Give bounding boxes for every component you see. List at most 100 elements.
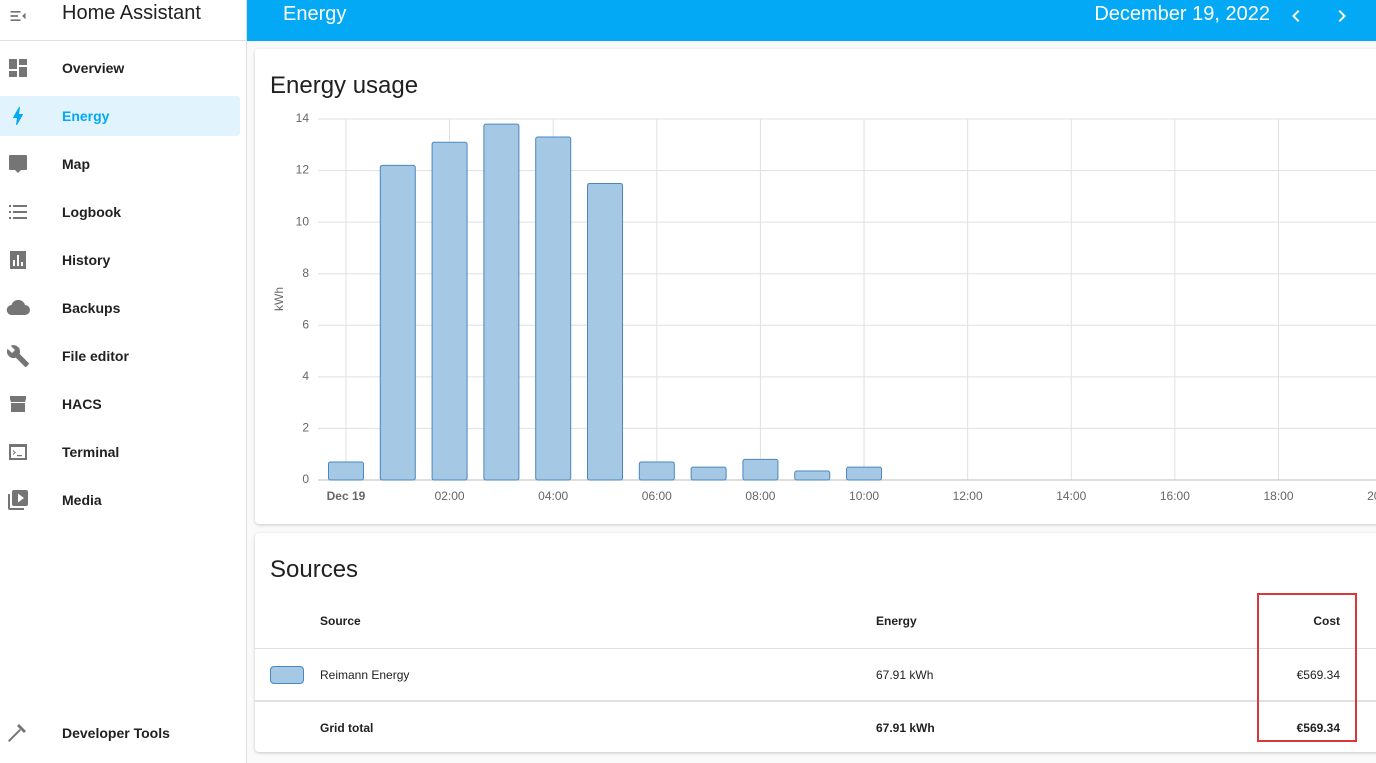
menu-item[interactable]: HACS: [0, 384, 240, 424]
y-tick-label: 10: [296, 214, 310, 228]
column-header: Cost: [1313, 614, 1340, 628]
total-cell: €569.34: [1296, 721, 1340, 735]
bar: [846, 466, 883, 481]
total-cell: Grid total: [320, 721, 374, 735]
x-tick-label: Dec 19: [327, 489, 366, 503]
highlight-box: [1257, 593, 1357, 742]
menu-item[interactable]: Developer Tools: [0, 713, 240, 753]
y-tick-label: 0: [302, 472, 309, 486]
menu-button[interactable]: [8, 6, 28, 26]
row-divider: [255, 700, 1376, 702]
icon: [8, 490, 28, 510]
column-header: Energy: [876, 614, 917, 628]
y-tick-label: 12: [296, 163, 310, 177]
y-axis-label: kWh: [272, 287, 286, 311]
icon: [6, 299, 30, 316]
menu-label: Terminal: [62, 444, 120, 460]
page-title: Energy: [283, 3, 347, 25]
bar: [431, 141, 468, 481]
card-title: Energy usage: [270, 72, 419, 99]
menu-item[interactable]: Media: [0, 480, 240, 520]
menu-item[interactable]: Terminal: [0, 432, 240, 472]
column-header: Source: [320, 614, 361, 628]
bar: [742, 458, 779, 481]
menu-item[interactable]: Logbook: [0, 192, 240, 232]
bar: [535, 136, 572, 481]
menu-label: File editor: [62, 348, 129, 364]
icon-shape: [9, 205, 27, 219]
menu-item[interactable]: History: [0, 240, 240, 280]
x-tick-label: 08:00: [745, 489, 775, 503]
icon-shape: [6, 345, 29, 367]
sidebar: Home Assistant Overview Energy Map Logbook H…: [0, 0, 247, 763]
menu-item[interactable]: Overview: [0, 48, 240, 88]
icon-shape: [13, 107, 23, 125]
icon: [13, 107, 23, 125]
menu-label: History: [62, 252, 111, 268]
icon: [6, 345, 29, 367]
menu-label: Developer Tools: [62, 725, 170, 741]
menu-label: Energy: [62, 108, 110, 124]
sources-card: Sources Source Energy Cost Reimann Energy 67…: [255, 533, 1376, 752]
x-tick-label: 14:00: [1056, 489, 1086, 503]
x-tick-label: 10:00: [849, 489, 879, 503]
bar: [483, 123, 520, 481]
top-bar: Energy December 19, 2022: [247, 0, 1376, 41]
bar: [327, 461, 364, 481]
energy-usage-card: Energy usage kWh 0 2 4 6 8 10 12 14 Dec 19 02:00 0…: [255, 49, 1376, 524]
sidebar-header: Home Assistant: [0, 0, 246, 41]
bar: [794, 470, 831, 481]
icon-shape: [6, 299, 30, 316]
app-title: Home Assistant: [62, 2, 201, 24]
x-tick-label: 16:00: [1160, 489, 1190, 503]
x-tick-label: 18:00: [1263, 489, 1293, 503]
icon: [10, 251, 26, 269]
bar: [587, 182, 624, 481]
bar: [638, 461, 675, 481]
x-tick-label: 20:00: [1367, 489, 1376, 503]
menu-label: Map: [62, 156, 90, 172]
icon-shape: [8, 490, 28, 510]
icon-shape: [9, 444, 27, 460]
card-title: Sources: [270, 556, 359, 583]
row-divider: [255, 648, 1376, 649]
menu-item[interactable]: Backups: [0, 288, 240, 328]
y-tick-label: 4: [302, 369, 309, 383]
menu-label: Logbook: [62, 204, 122, 220]
table-cell: Reimann Energy: [320, 668, 410, 682]
icon: [9, 205, 27, 219]
menu-label: Media: [62, 492, 102, 508]
icon-shape: [9, 155, 27, 173]
menu-label: Overview: [62, 60, 125, 76]
icon: [9, 59, 27, 77]
date-label: December 19, 2022: [1094, 3, 1270, 25]
next-button[interactable]: [1330, 4, 1354, 28]
y-tick-label: 2: [302, 421, 309, 435]
x-tick-label: 04:00: [538, 489, 568, 503]
table-cell: €569.34: [1296, 668, 1340, 682]
x-tick-label: 12:00: [953, 489, 983, 503]
icon: [8, 724, 26, 742]
y-tick-label: 8: [302, 266, 309, 280]
y-tick-label: 14: [296, 111, 310, 125]
bar: [379, 164, 416, 481]
menu-label: HACS: [62, 396, 102, 412]
menu-item[interactable]: Energy: [0, 96, 240, 136]
icon-shape: [10, 396, 26, 412]
menu-item[interactable]: File editor: [0, 336, 240, 376]
source-swatch: [270, 666, 304, 684]
previous-button[interactable]: [1284, 4, 1308, 28]
bar: [690, 466, 727, 481]
icon: [9, 155, 27, 173]
menu-item[interactable]: Map: [0, 144, 240, 184]
icon-shape: [9, 59, 27, 77]
total-cell: 67.91 kWh: [876, 721, 935, 735]
y-tick-label: 6: [302, 317, 309, 331]
icon: [10, 396, 26, 412]
x-tick-label: 02:00: [435, 489, 465, 503]
menu-label: Backups: [62, 300, 121, 316]
icon: [9, 444, 27, 460]
icon-shape: [10, 251, 26, 269]
x-tick-label: 06:00: [642, 489, 672, 503]
